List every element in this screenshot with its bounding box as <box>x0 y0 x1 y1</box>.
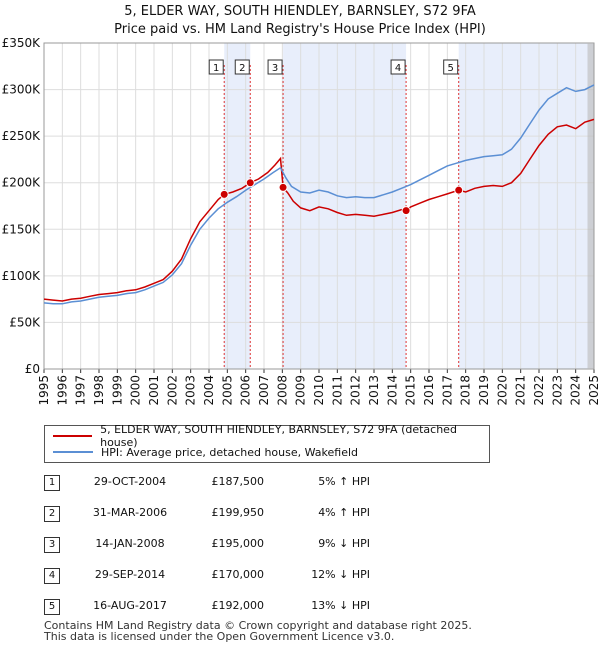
sale-label-box <box>267 59 283 75</box>
x-tick-label: 2000 <box>129 375 143 406</box>
x-tick-label: 2025 <box>587 375 600 406</box>
x-tick-label: 1998 <box>92 375 106 406</box>
chart-legend: 5, ELDER WAY, SOUTH HIENDLEY, BARNSLEY, … <box>44 423 490 463</box>
sale-number-badge: 1 <box>44 475 60 491</box>
legend-item-hpi: HPI: Average price, detached house, Wake… <box>53 444 358 460</box>
table-row: 5 16-AUG-2017 £192,000 13% ↓ HPI <box>0 599 600 623</box>
hpi-line <box>43 84 595 305</box>
footer-copyright: Contains HM Land Registry data © Crown c… <box>44 619 472 632</box>
legend-item-price: 5, ELDER WAY, SOUTH HIENDLEY, BARNSLEY, … <box>53 423 489 449</box>
sale-hpi-diff: 13% ↓ HPI <box>311 599 370 612</box>
x-tick-label: 2009 <box>294 375 308 406</box>
y-tick-label: £0 <box>25 362 40 376</box>
x-tick-label: 2024 <box>569 375 583 406</box>
sale-label: 2 <box>239 63 245 74</box>
sale-label-box <box>234 59 250 75</box>
sale-label: 1 <box>213 63 219 74</box>
footer-licence: This data is licensed under the Open Gov… <box>44 630 395 643</box>
y-tick-label: £300K <box>2 83 42 97</box>
y-tick-label: £150K <box>2 222 42 236</box>
x-tick-label: 1996 <box>55 375 69 406</box>
table-row: 1 29-OCT-2004 £187,500 5% ↑ HPI <box>0 475 600 499</box>
x-tick-label: 2014 <box>385 375 399 406</box>
x-tick-label: 2016 <box>422 375 436 406</box>
x-tick-label: 2007 <box>257 375 271 406</box>
chart-title: 5, ELDER WAY, SOUTH HIENDLEY, BARNSLEY, … <box>124 4 476 19</box>
x-tick-label: 2005 <box>220 375 234 406</box>
sale-label-box <box>443 59 459 75</box>
x-tick-label: 2011 <box>330 375 344 406</box>
sale-number-badge: 5 <box>44 599 60 615</box>
ownership-shade <box>283 43 407 369</box>
sale-label: 5 <box>448 63 454 74</box>
legend-swatch-hpi <box>53 451 93 453</box>
y-tick-label: £350K <box>2 36 42 50</box>
y-tick-label: £200K <box>2 176 42 190</box>
x-tick-label: 2008 <box>275 375 289 406</box>
sale-point <box>245 178 255 188</box>
x-tick-label: 2019 <box>477 375 491 406</box>
price-chart: £0 £50K £100K £150K £200K £250K £300K £350K 1995… <box>2 36 600 406</box>
table-row: 4 29-SEP-2014 £170,000 12% ↓ HPI <box>0 568 600 592</box>
sale-price: £187,500 <box>211 475 265 488</box>
sale-hpi-diff: 4% ↑ HPI <box>318 506 370 519</box>
x-tick-label: 2017 <box>440 375 454 406</box>
y-tick-label: £100K <box>2 269 42 283</box>
sale-price: £195,000 <box>211 537 265 550</box>
price-paid-line <box>43 118 595 302</box>
x-tick-label: 2003 <box>184 375 198 406</box>
plot-frame <box>43 42 595 370</box>
x-tick-label: 2013 <box>367 375 381 406</box>
sale-point <box>401 206 411 216</box>
x-tick-label: 2020 <box>495 375 509 406</box>
sale-date: 16-AUG-2017 <box>93 599 167 612</box>
ownership-shade <box>458 43 594 369</box>
x-tick-label: 1997 <box>74 375 88 406</box>
sale-hpi-diff: 12% ↓ HPI <box>311 568 370 581</box>
sale-label: 4 <box>395 63 401 74</box>
table-row: 3 14-JAN-2008 £195,000 9% ↓ HPI <box>0 537 600 561</box>
sale-price: £170,000 <box>211 568 265 581</box>
sale-date: 29-SEP-2014 <box>94 568 166 581</box>
x-tick-label: 2006 <box>239 375 253 406</box>
sale-date: 14-JAN-2008 <box>95 537 165 550</box>
sale-point <box>454 185 464 195</box>
x-tick-label: 2001 <box>147 375 161 406</box>
x-tick-label: 2023 <box>550 375 564 406</box>
x-tick-label: 1995 <box>37 375 51 406</box>
sale-point <box>219 189 229 199</box>
x-tick-label: 1999 <box>110 375 124 406</box>
sale-label-box <box>390 59 406 75</box>
x-tick-label: 2015 <box>404 375 418 406</box>
sale-number-badge: 2 <box>44 506 60 522</box>
sale-label-box <box>208 59 224 75</box>
x-tick-label: 2004 <box>202 375 216 406</box>
x-tick-label: 2012 <box>349 375 363 406</box>
y-tick-label: £50K <box>9 315 41 329</box>
sale-point <box>278 182 288 192</box>
x-tick-label: 2018 <box>459 375 473 406</box>
sale-number-badge: 4 <box>44 568 60 584</box>
legend-swatch-price <box>53 435 93 437</box>
legend-label-hpi: HPI: Average price, detached house, Wake… <box>101 445 359 459</box>
ownership-shade <box>224 43 251 369</box>
sale-label: 3 <box>272 63 278 74</box>
table-row: 2 31-MAR-2006 £199,950 4% ↑ HPI <box>0 506 600 530</box>
sale-hpi-diff: 5% ↑ HPI <box>318 475 370 488</box>
x-tick-label: 2010 <box>312 375 326 406</box>
chart-subtitle: Price paid vs. HM Land Registry's House … <box>114 22 486 37</box>
sale-price: £199,950 <box>211 506 265 519</box>
sale-hpi-diff: 9% ↓ HPI <box>318 537 370 550</box>
sale-number-badge: 3 <box>44 537 60 553</box>
x-tick-label: 2022 <box>532 375 546 406</box>
legend-label-price: 5, ELDER WAY, SOUTH HIENDLEY, BARNSLEY, … <box>100 423 457 449</box>
sale-date: 29-OCT-2004 <box>93 475 167 488</box>
x-tick-label: 2021 <box>514 375 528 406</box>
sale-price: £192,000 <box>211 599 265 612</box>
y-tick-label: £250K <box>2 129 42 143</box>
footer-notice: Contains HM Land Registry data © Crown c… <box>44 620 472 642</box>
sale-date: 31-MAR-2006 <box>92 506 168 519</box>
x-tick-label: 2002 <box>165 375 179 406</box>
